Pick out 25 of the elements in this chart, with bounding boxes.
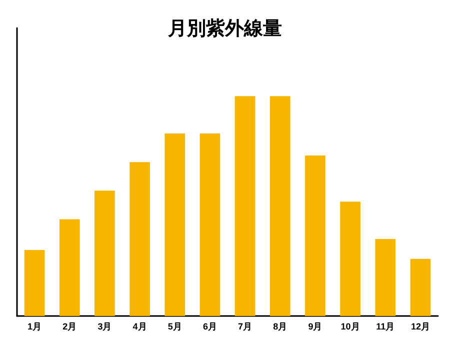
- x-tick-label: 4月: [132, 322, 147, 332]
- bar: [59, 219, 80, 316]
- x-tick-label: 9月: [308, 322, 322, 332]
- x-tick-label: 8月: [273, 322, 288, 332]
- bar: [200, 134, 220, 316]
- bar: [270, 96, 290, 316]
- bar: [375, 239, 396, 316]
- x-tick-label: 11月: [376, 322, 395, 332]
- x-tick-label: 12月: [410, 322, 430, 332]
- bar: [340, 202, 360, 316]
- x-tick-label: 1月: [28, 322, 42, 332]
- bar: [24, 250, 45, 316]
- x-tick-label: 5月: [168, 322, 182, 332]
- bar: [164, 134, 186, 316]
- x-tick-label: 2月: [62, 322, 77, 332]
- bar: [305, 156, 326, 316]
- chart-title: 月別紫外線量: [167, 18, 282, 40]
- bar: [410, 258, 431, 316]
- bar: [234, 96, 256, 316]
- x-tick-label: 3月: [98, 322, 112, 332]
- bar: [130, 162, 150, 316]
- x-tick-label: 6月: [202, 322, 217, 332]
- x-tick-label: 10月: [340, 322, 360, 332]
- bar: [94, 190, 115, 316]
- x-tick-label: 7月: [238, 322, 252, 332]
